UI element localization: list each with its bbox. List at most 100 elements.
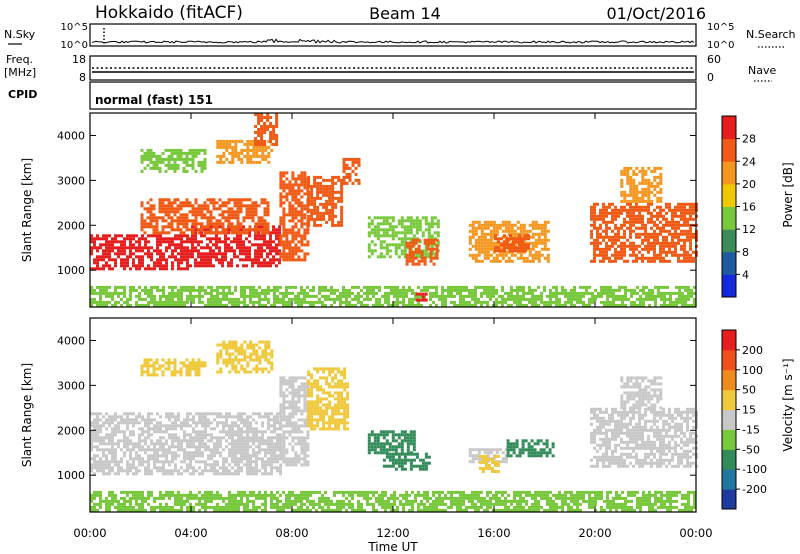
data-cell xyxy=(300,219,304,223)
data-cell xyxy=(212,198,216,202)
data-cell xyxy=(662,247,665,251)
data-cell xyxy=(102,264,105,268)
data-cell xyxy=(270,466,273,470)
data-cell xyxy=(635,235,638,239)
data-cell xyxy=(531,291,534,295)
data-cell xyxy=(288,228,292,232)
data-cell xyxy=(376,222,380,226)
data-cell xyxy=(653,247,656,251)
data-cell xyxy=(90,300,93,304)
data-cell xyxy=(260,125,264,128)
data-cell xyxy=(543,285,546,289)
data-cell xyxy=(689,226,692,230)
data-cell xyxy=(188,163,192,167)
data-cell xyxy=(331,193,335,197)
data-cell xyxy=(540,300,543,304)
data-cell xyxy=(201,454,204,458)
data-cell xyxy=(312,303,315,307)
data-cell xyxy=(267,151,271,155)
data-cell xyxy=(108,466,111,470)
data-cell xyxy=(243,300,246,304)
data-cell xyxy=(328,190,332,194)
data-cell xyxy=(185,204,189,208)
data-cell xyxy=(171,264,174,268)
data-cell xyxy=(246,454,249,458)
data-cell xyxy=(140,157,144,161)
data-cell xyxy=(477,247,481,251)
data-cell xyxy=(224,252,227,256)
data-cell xyxy=(671,214,674,218)
data-cell xyxy=(231,433,234,437)
data-cell xyxy=(264,291,267,295)
data-cell xyxy=(294,297,297,301)
data-cell xyxy=(194,246,197,250)
data-cell xyxy=(345,303,348,307)
data-cell xyxy=(510,232,514,236)
data-cell xyxy=(129,249,132,253)
data-cell xyxy=(260,222,264,226)
data-cell xyxy=(456,303,459,307)
data-cell xyxy=(282,228,286,232)
data-cell xyxy=(144,237,147,241)
data-cell xyxy=(342,160,346,164)
data-cell xyxy=(269,252,272,256)
data-cell xyxy=(225,148,229,152)
data-cell xyxy=(644,235,647,239)
colorbar-segment xyxy=(722,206,736,230)
data-cell xyxy=(663,300,666,304)
data-cell xyxy=(537,250,541,254)
data-cell xyxy=(164,148,168,152)
data-cell xyxy=(692,256,695,260)
data-cell xyxy=(674,220,677,224)
data-cell xyxy=(297,454,301,458)
data-cell xyxy=(486,241,490,245)
data-cell xyxy=(126,300,129,304)
data-cell xyxy=(519,229,523,233)
data-cell xyxy=(240,448,243,452)
data-cell xyxy=(436,222,440,226)
data-cell xyxy=(357,297,360,301)
data-cell xyxy=(255,300,258,304)
data-cell xyxy=(285,228,289,232)
data-cell xyxy=(307,424,311,428)
data-cell xyxy=(212,231,216,235)
data-cell xyxy=(260,225,263,229)
data-cell xyxy=(669,297,672,301)
data-cell xyxy=(228,151,232,155)
data-cell xyxy=(321,285,324,289)
data-cell xyxy=(237,457,240,461)
data-cell xyxy=(644,181,648,185)
data-cell xyxy=(255,433,258,437)
data-cell xyxy=(288,213,292,217)
data-cell xyxy=(165,451,168,455)
data-cell xyxy=(147,303,150,307)
data-cell xyxy=(219,285,222,289)
data-cell xyxy=(313,196,317,200)
data-cell xyxy=(436,240,440,244)
data-cell xyxy=(316,181,320,185)
data-cell xyxy=(225,415,228,419)
data-cell xyxy=(632,199,636,203)
data-cell xyxy=(647,211,650,215)
data-cell xyxy=(483,235,487,239)
data-cell xyxy=(686,253,689,257)
data-cell xyxy=(576,291,579,295)
data-cell xyxy=(680,205,683,209)
data-cell xyxy=(203,201,207,205)
data-cell xyxy=(650,232,653,236)
data-cell xyxy=(183,258,186,262)
data-cell xyxy=(285,213,289,217)
data-cell xyxy=(590,208,593,212)
data-cell xyxy=(260,134,264,137)
data-cell xyxy=(149,213,153,217)
data-cell xyxy=(197,204,201,208)
data-cell xyxy=(111,430,114,434)
data-cell xyxy=(153,294,156,298)
data-cell xyxy=(242,225,245,229)
data-cell xyxy=(297,457,301,461)
data-cell xyxy=(620,250,623,254)
data-cell xyxy=(629,232,632,236)
data-cell xyxy=(686,217,689,221)
data-cell xyxy=(191,157,195,161)
data-cell xyxy=(200,210,204,214)
